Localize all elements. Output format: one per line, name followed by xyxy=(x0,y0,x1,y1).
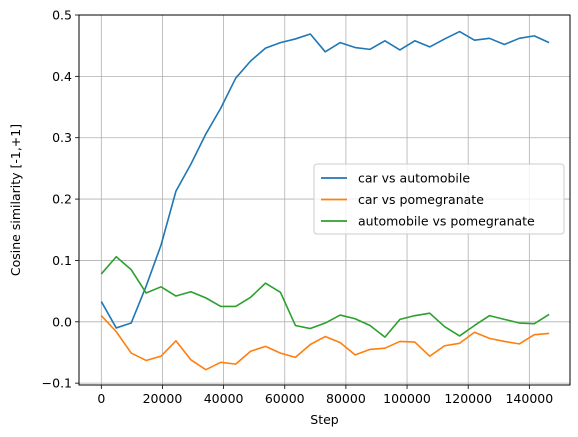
x-tick-label: 140000 xyxy=(505,391,553,406)
legend-label: car vs automobile xyxy=(358,171,470,186)
x-tick-label: 0 xyxy=(97,391,105,406)
series-line-3 xyxy=(100,255,550,338)
y-tick-label: 0.2 xyxy=(52,192,72,207)
series-lines xyxy=(100,30,550,371)
x-tick-label: 80000 xyxy=(326,391,366,406)
x-tick-label: 40000 xyxy=(204,391,244,406)
legend-box xyxy=(313,163,565,235)
series-line-1 xyxy=(100,30,550,329)
y-tick-label: 0.1 xyxy=(52,253,72,268)
x-tick-label: 60000 xyxy=(265,391,305,406)
axis-ticks: 0 20000 40000 60000 80000 100000 120000 140000 −… xyxy=(42,8,554,407)
y-tick-label: −0.1 xyxy=(42,376,72,391)
y-tick-label: 0.4 xyxy=(52,69,72,84)
y-tick-label: 0.5 xyxy=(52,8,72,23)
legend: car vs automobile car vs pomegranate autom… xyxy=(313,163,565,235)
x-tick-label: 120000 xyxy=(444,391,492,406)
x-axis-label: Step xyxy=(310,412,339,427)
y-tick-label: 0.0 xyxy=(52,314,72,329)
x-tick-label: 20000 xyxy=(143,391,183,406)
legend-label: automobile vs pomegranate xyxy=(358,214,535,229)
series-line-2 xyxy=(100,315,550,371)
x-tick-label: 100000 xyxy=(383,391,431,406)
y-axis-label: Cosine similarity [-1,+1] xyxy=(8,124,23,276)
y-tick-label: 0.3 xyxy=(52,130,72,145)
plot-area-frame xyxy=(78,14,571,386)
legend-label: car vs pomegranate xyxy=(358,192,484,207)
